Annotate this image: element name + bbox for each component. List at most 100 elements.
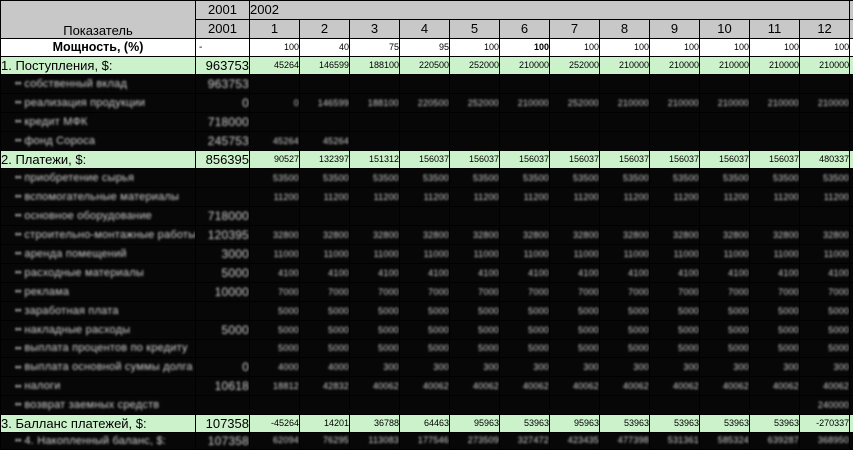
cell-capacity-m11: 100: [750, 39, 800, 57]
cell-receipts-sub-4-m12: [800, 132, 850, 151]
header-month-11: 11: [750, 20, 800, 39]
cell-value: 7000: [528, 284, 549, 301]
cell-payments-sub-1-m11: 53500: [750, 169, 800, 188]
cell-payments-sub-8-m8: 5000: [600, 302, 650, 321]
cell-payments-sub-3-m8: [600, 207, 650, 226]
header-year-row: Показатель 2001 2002 2003: [1, 1, 853, 20]
cell-payments-sub-6-m2: 4100: [300, 264, 350, 283]
bullet-icon: ▪▪: [15, 75, 21, 92]
cell-payments-sub-9-m11: 5000: [750, 321, 800, 340]
cell-payments-sub-2-2001: [196, 188, 250, 207]
bullet-icon: ▪▪: [15, 321, 21, 338]
cell-balance-total-m4: 64463: [400, 414, 450, 432]
cell-value: 11200: [324, 189, 349, 206]
cell-value: 5000: [728, 340, 749, 357]
cell-payments-sub-9-m5: 5000: [450, 321, 500, 340]
cell-payments-sub-8-m6: 5000: [500, 302, 550, 321]
cell-value: 7000: [278, 284, 299, 301]
cell-payments-sub-13-m1: [250, 396, 300, 414]
cell-payments-sub-3-m2: [300, 207, 350, 226]
cell-value: 11200: [424, 189, 449, 206]
cell-payments-sub-11-m1: 4000: [250, 358, 300, 377]
cell-value: 32800: [723, 227, 749, 244]
cell-payments-total-m8: 156037: [600, 151, 650, 169]
cell-value: 5000: [828, 322, 849, 339]
cell-payments-sub-13-m3: [350, 396, 400, 414]
cell-payments-sub-5-m12: 11000: [800, 245, 850, 264]
cell-payments-sub-13-m7: [550, 396, 600, 414]
row-label-payments-sub-6: ▪▪расходные материалы: [1, 264, 196, 283]
cell-value: 32800: [573, 227, 599, 244]
bullet-icon: ▪▪: [15, 207, 21, 224]
cell-payments-sub-7-m9: 7000: [650, 283, 700, 302]
cell-payments-sub-4-m11: 32800: [750, 226, 800, 245]
header-month-12: 12: [800, 20, 850, 39]
cell-payments-sub-5-m7: 11000: [550, 245, 600, 264]
cell-payments-sub-12-m11: 40062: [750, 377, 800, 396]
cell-value: 300: [633, 359, 649, 376]
cell-cumulative-balance-2003: 1006988: [850, 432, 853, 449]
cell-value: 5000: [678, 322, 699, 339]
cell-balance-total-m11: 53963: [750, 414, 800, 432]
cell-receipts-sub-4-m4: [400, 132, 450, 151]
cell-value: 11200: [774, 189, 799, 206]
cell-receipts-sub-4-m11: [750, 132, 800, 151]
cell-value: 300: [683, 359, 699, 376]
cell-payments-sub-13-m12: 240000: [800, 396, 850, 414]
cell-value: 4100: [578, 265, 599, 282]
cell-payments-sub-11-2003: 300: [850, 358, 853, 377]
cell-capacity-m2: 40: [300, 39, 350, 57]
cell-payments-sub-5-m1: 11000: [250, 245, 300, 264]
cell-value: 5000: [578, 340, 599, 357]
cell-value: 5000: [478, 322, 499, 339]
cell-receipts-sub-2-m11: 210000: [750, 94, 800, 113]
bullet-icon: ▪▪: [15, 132, 21, 149]
cell-value: 327472: [518, 433, 549, 448]
cell-payments-sub-4-m10: 32800: [700, 226, 750, 245]
cell-payments-total-m1: 90527: [250, 151, 300, 169]
cell-value: 53500: [273, 170, 299, 187]
cell-payments-sub-12-m8: 40062: [600, 377, 650, 396]
header-label-cell: Показатель: [1, 1, 196, 39]
row-label-text: основное оборудование: [24, 208, 152, 225]
cell-value: 107358: [208, 434, 249, 449]
cell-value: 53500: [623, 170, 649, 187]
cell-payments-sub-3-m9: [650, 207, 700, 226]
cell-value: 5000: [222, 322, 250, 339]
header-month-9: 9: [650, 20, 700, 39]
cell-value: 4100: [328, 265, 349, 282]
cell-value: 4100: [378, 265, 399, 282]
row-label-text: вспомогательные материалы: [24, 189, 179, 206]
cell-payments-total-m12: 480337: [800, 151, 850, 169]
cell-payments-sub-1-m8: 53500: [600, 169, 650, 188]
cell-receipts-sub-3-m6: [500, 113, 550, 132]
bullet-icon: ▪▪: [15, 359, 21, 376]
cell-value: 11200: [624, 189, 649, 206]
row-label-text: выплата основной суммы долга: [24, 359, 192, 376]
cell-value: 585324: [718, 433, 749, 448]
cell-value: 11000: [424, 246, 449, 263]
cell-payments-sub-6-m1: 4100: [250, 264, 300, 283]
header-month-10: 10: [700, 20, 750, 39]
cell-payments-sub-8-m12: 5000: [800, 302, 850, 321]
cell-value: 4100: [528, 265, 549, 282]
cell-value: 32800: [673, 227, 699, 244]
cell-payments-sub-3-m12: [800, 207, 850, 226]
cell-payments-sub-11-m8: 300: [600, 358, 650, 377]
cell-payments-sub-12-2003: 192062: [850, 377, 853, 396]
cell-value: 11000: [324, 246, 349, 263]
cell-payments-sub-5-2003: 11000: [850, 245, 853, 264]
cell-payments-sub-12-m5: 40062: [450, 377, 500, 396]
cell-payments-sub-9-m2: 5000: [300, 321, 350, 340]
cell-capacity-m9: 100: [650, 39, 700, 57]
cell-payments-sub-3-m4: [400, 207, 450, 226]
cell-payments-sub-8-m9: 5000: [650, 302, 700, 321]
cell-payments-sub-13-m2: [300, 396, 350, 414]
cell-payments-sub-11-m4: 300: [400, 358, 450, 377]
cell-payments-sub-3-m1: [250, 207, 300, 226]
